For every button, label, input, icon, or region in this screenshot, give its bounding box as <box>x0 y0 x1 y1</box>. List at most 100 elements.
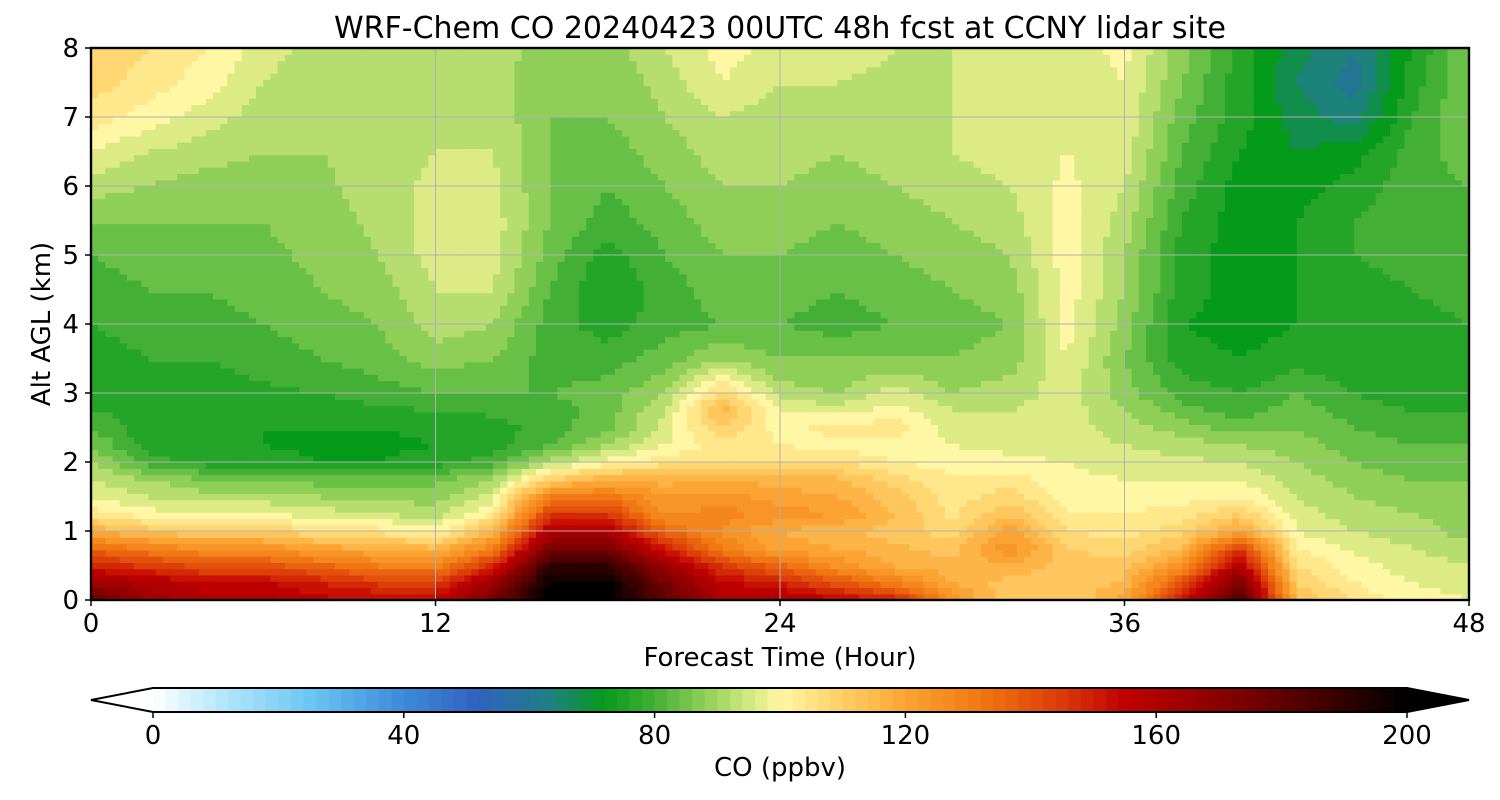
heat-cell <box>729 505 738 513</box>
heat-cell <box>1024 468 1032 476</box>
heat-cell <box>665 549 673 557</box>
heat-cell <box>1038 518 1047 526</box>
heat-cell <box>1203 462 1212 469</box>
heat-cell <box>399 443 408 451</box>
heat-cell <box>126 518 135 526</box>
heat-cell <box>1095 556 1104 563</box>
heat-cell <box>823 518 831 526</box>
heat-cell <box>952 543 961 551</box>
heat-cell <box>736 443 745 451</box>
heat-cell <box>1217 574 1226 582</box>
heat-cell <box>449 499 458 507</box>
heat-cell <box>622 455 630 463</box>
heat-cell <box>643 436 652 444</box>
heat-cell <box>1160 449 1169 457</box>
heat-cell <box>966 574 975 582</box>
heat-cell <box>385 574 394 582</box>
heat-cell <box>471 562 480 570</box>
heat-cell <box>385 543 394 551</box>
heat-cell <box>177 524 185 532</box>
heat-cell <box>413 524 422 532</box>
heat-cell <box>909 512 917 520</box>
heat-cell <box>902 487 910 494</box>
heat-cell <box>1411 480 1420 488</box>
heat-cell <box>1102 499 1111 507</box>
heat-cell <box>579 487 587 494</box>
heat-cell <box>1418 455 1427 463</box>
heat-cell <box>392 568 401 576</box>
heat-cell <box>736 512 745 520</box>
heat-cell <box>1375 581 1384 589</box>
heat-cell <box>1224 480 1233 488</box>
heat-cell <box>686 524 695 532</box>
heat-cell <box>787 543 795 551</box>
heat-cell <box>887 487 896 494</box>
heat-cell <box>1354 518 1362 526</box>
heat-cell <box>1275 487 1283 494</box>
heat-cell <box>1196 568 1205 576</box>
heat-cell <box>342 587 350 595</box>
heat-cell <box>902 587 910 595</box>
heat-cell <box>471 487 480 494</box>
heat-cell <box>586 487 594 494</box>
heat-cell <box>1246 574 1255 582</box>
heat-cell <box>586 574 594 582</box>
heat-cell <box>1189 581 1197 589</box>
heat-cell <box>1382 462 1391 469</box>
heat-cell <box>1095 518 1104 526</box>
heat-cell <box>679 443 688 451</box>
heat-cell <box>1045 468 1054 476</box>
heat-cell <box>1440 505 1449 513</box>
heat-cell <box>213 562 221 570</box>
heat-cell <box>787 568 795 576</box>
heat-cell <box>514 562 523 570</box>
heat-cell <box>1110 455 1118 463</box>
heat-cell <box>256 543 264 551</box>
heat-cell <box>600 474 609 482</box>
heat-cell <box>1325 487 1334 494</box>
heat-cell <box>679 449 688 457</box>
heat-cell <box>421 505 429 513</box>
heat-cell <box>830 474 839 482</box>
heat-cell <box>155 449 164 457</box>
heat-cell <box>995 487 1004 494</box>
heat-cell <box>342 549 350 557</box>
heat-cell <box>815 568 824 576</box>
heat-cell <box>787 531 795 538</box>
heat-cell <box>378 474 386 482</box>
heat-cell <box>571 568 580 576</box>
heat-cell <box>1067 518 1075 526</box>
heat-cell <box>363 505 372 513</box>
heat-cell <box>220 549 228 557</box>
heat-cell <box>902 455 910 463</box>
heat-cell <box>442 436 451 444</box>
heat-cell <box>600 543 609 551</box>
heat-cell <box>808 518 817 526</box>
heat-cell <box>787 499 795 507</box>
heat-cell <box>370 537 379 545</box>
heat-cell <box>248 499 257 507</box>
heat-cell <box>356 593 365 600</box>
heat-cell <box>593 512 602 520</box>
heat-cell <box>1325 524 1334 532</box>
heat-cell <box>794 524 803 532</box>
heat-cell <box>887 543 896 551</box>
heat-cell <box>550 593 559 600</box>
heat-cell <box>263 455 272 463</box>
heat-cell <box>148 587 157 595</box>
heat-cell <box>306 474 315 482</box>
heat-cell <box>1088 581 1097 589</box>
heat-cell <box>492 436 501 444</box>
heat-cell <box>349 443 358 451</box>
heat-cell <box>1210 449 1219 457</box>
heat-cell <box>794 493 803 501</box>
heat-cell <box>823 468 831 476</box>
heat-cell <box>291 562 300 570</box>
heat-cell <box>665 581 673 589</box>
heat-cell <box>198 487 207 494</box>
heat-cell <box>1318 487 1327 494</box>
heat-cell <box>593 593 602 600</box>
heat-cell <box>844 468 853 476</box>
heat-cell <box>966 537 975 545</box>
heat-cell <box>1382 499 1391 507</box>
